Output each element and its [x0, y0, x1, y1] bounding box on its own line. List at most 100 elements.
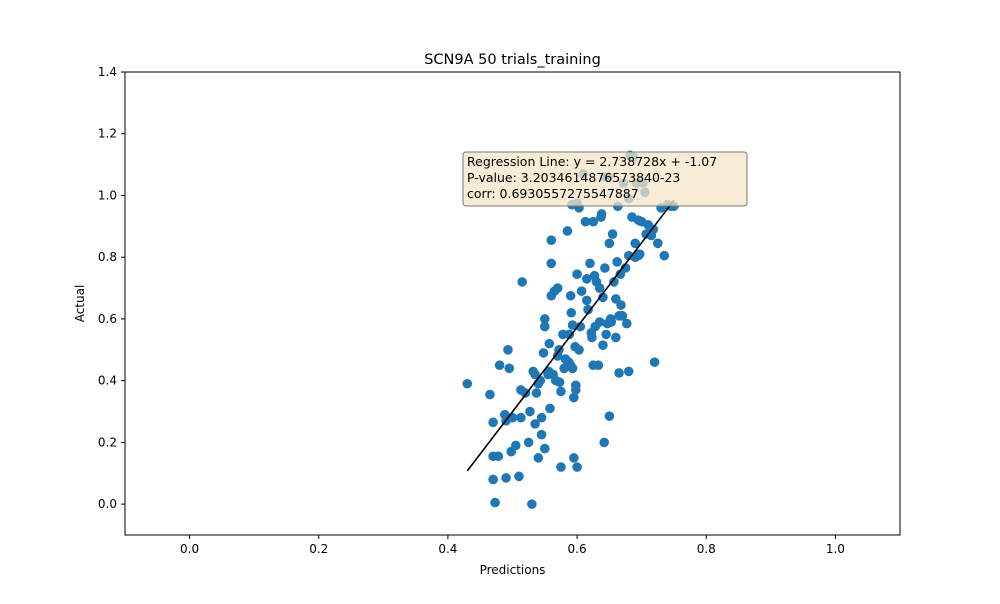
data-point	[504, 363, 515, 374]
data-point	[485, 389, 495, 400]
x-tick-label: 0.0	[180, 542, 199, 556]
data-point	[488, 417, 498, 428]
data-point	[539, 321, 550, 332]
data-point	[594, 283, 605, 293]
data-point	[556, 386, 566, 397]
data-point	[604, 411, 615, 421]
data-point	[536, 412, 547, 423]
data-point	[594, 317, 605, 327]
y-tick-label: 0.4	[98, 374, 117, 388]
data-point	[601, 329, 611, 340]
data-point	[598, 340, 608, 350]
data-point	[562, 226, 573, 236]
data-point	[530, 419, 540, 429]
annotation-background	[462, 151, 748, 207]
data-point	[634, 249, 645, 259]
data-point	[581, 274, 592, 284]
data-point	[569, 392, 579, 403]
data-point	[623, 366, 634, 377]
data-point	[596, 209, 607, 219]
data-point	[517, 277, 527, 287]
data-point	[614, 368, 624, 378]
data-point	[564, 329, 575, 340]
x-tick-label: 0.2	[309, 542, 328, 556]
data-point	[527, 499, 537, 509]
data-point	[609, 277, 619, 287]
data-point	[616, 300, 626, 310]
data-point	[581, 295, 592, 306]
data-point	[575, 321, 586, 332]
data-point	[622, 318, 632, 329]
data-point	[600, 263, 610, 273]
data-point	[501, 473, 511, 483]
data-point	[653, 238, 663, 249]
data-point	[574, 345, 584, 355]
data-point	[599, 437, 610, 448]
y-tick-label: 0.6	[98, 312, 117, 326]
data-point	[649, 357, 660, 367]
data-point	[580, 216, 591, 227]
data-point	[576, 286, 587, 296]
x-tick-label: 0.6	[568, 542, 587, 556]
data-point	[531, 388, 542, 398]
data-point	[567, 320, 578, 330]
data-point	[546, 258, 557, 269]
data-point	[538, 348, 549, 358]
data-point	[606, 317, 617, 327]
data-point	[533, 453, 544, 463]
data-point	[607, 229, 618, 239]
annotation-regression-line: Regression Line: y = 2.738728x + -1.07	[467, 154, 717, 169]
data-point	[587, 332, 597, 343]
data-point	[493, 451, 504, 462]
data-point	[556, 462, 566, 472]
data-point	[612, 257, 622, 267]
x-tick-label: 0.4	[438, 542, 457, 556]
data-point	[583, 304, 593, 315]
data-point	[566, 307, 577, 318]
regression-annotation: Regression Line: y = 2.738728x + -1.07 P…	[462, 151, 748, 207]
data-point	[490, 497, 500, 508]
x-axis: 0.0 0.2 0.4 0.6 0.8 1.0	[180, 535, 845, 556]
data-point	[565, 290, 576, 301]
data-point	[516, 412, 526, 423]
data-point	[514, 471, 524, 482]
data-point	[570, 385, 581, 395]
y-tick-label: 1.0	[98, 188, 117, 202]
regression-line	[466, 199, 675, 472]
annotation-correlation: corr: 0.6930557275547887	[467, 186, 639, 201]
data-point	[536, 429, 547, 440]
data-point	[620, 263, 631, 273]
data-point	[510, 440, 521, 451]
x-tick-label: 1.0	[826, 542, 845, 556]
plot-area	[125, 72, 900, 535]
data-point	[544, 338, 555, 349]
x-tick-label: 0.8	[697, 542, 716, 556]
y-tick-label: 0.2	[98, 435, 117, 449]
data-point	[503, 345, 513, 355]
y-tick-label: 0.8	[98, 250, 117, 264]
data-point	[598, 292, 608, 303]
y-axis-label: Actual	[73, 285, 87, 323]
y-axis: 0.0 0.2 0.4 0.6 0.8 1.0 1.2 1.4	[98, 65, 125, 511]
data-point	[630, 238, 641, 249]
data-point	[554, 377, 565, 388]
data-point	[546, 235, 557, 246]
data-point	[569, 453, 579, 463]
y-tick-label: 1.2	[98, 127, 117, 141]
data-point	[593, 360, 604, 371]
y-tick-label: 1.4	[98, 65, 117, 79]
data-point	[539, 314, 550, 324]
data-point	[585, 258, 595, 269]
data-point	[572, 462, 582, 472]
data-point	[507, 412, 518, 423]
y-tick-label: 0.0	[98, 497, 117, 511]
chart-title: SCN9A 50 trials_training	[424, 52, 601, 68]
data-point	[617, 311, 628, 321]
annotation-p-value: P-value: 3.2034614876573840-23	[467, 170, 680, 185]
plot-frame	[124, 71, 901, 536]
data-point	[588, 216, 599, 227]
data-point	[462, 378, 473, 389]
data-point	[659, 250, 670, 261]
data-point	[523, 437, 534, 448]
